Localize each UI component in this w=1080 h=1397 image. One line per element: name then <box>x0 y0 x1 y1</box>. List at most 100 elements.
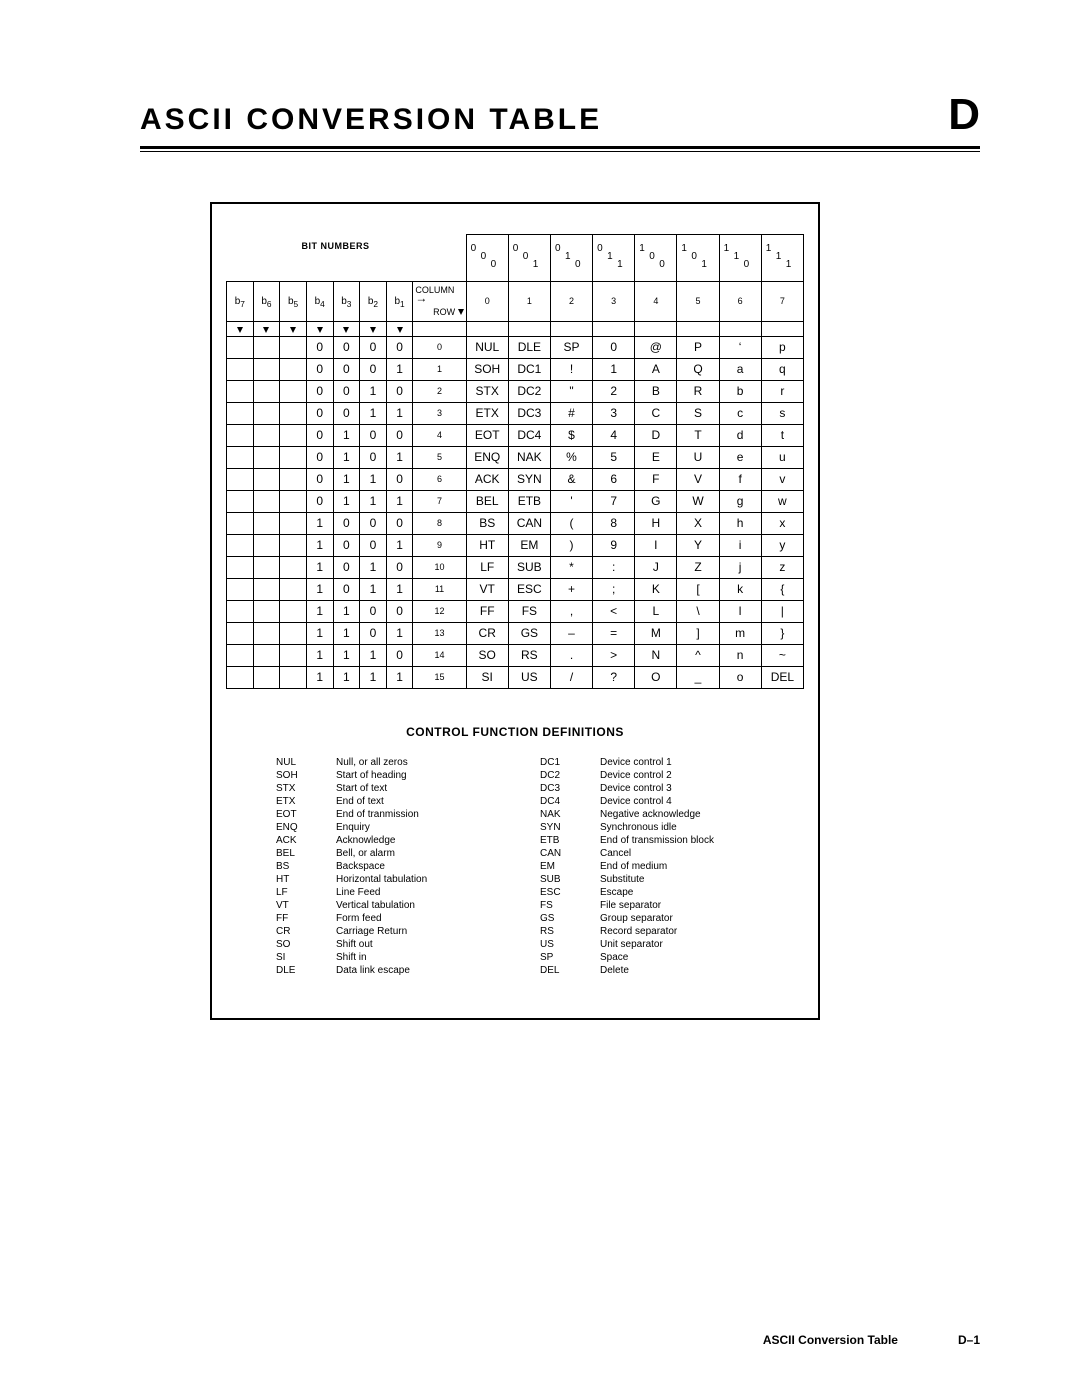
ascii-cell: P <box>677 336 719 358</box>
definition-abbr: SYN <box>540 822 600 833</box>
col-number: 2 <box>550 281 592 321</box>
definition-abbr: GS <box>540 913 600 924</box>
ascii-cell: _ <box>677 666 719 688</box>
ascii-cell: ETX <box>466 402 508 424</box>
row-bit: 0 <box>306 446 333 468</box>
ascii-cell: ? <box>593 666 635 688</box>
col-bits: 010 <box>550 235 592 282</box>
row-number: 10 <box>413 556 466 578</box>
definition-text: Unit separator <box>600 939 764 950</box>
ascii-cell: h <box>719 512 761 534</box>
ascii-table: BIT NUMBERS000001010011100101110111b7b6b… <box>226 234 804 689</box>
definition-row: STXStart of text <box>276 783 500 794</box>
definition-abbr: BS <box>276 861 336 872</box>
ascii-cell: DC1 <box>508 358 550 380</box>
definition-abbr: NAK <box>540 809 600 820</box>
row-number: 7 <box>413 490 466 512</box>
col-number: 0 <box>466 281 508 321</box>
definition-row: LFLine Feed <box>276 887 500 898</box>
row-bit: 0 <box>333 358 360 380</box>
col-bits: 111 <box>761 235 803 282</box>
ascii-cell: * <box>550 556 592 578</box>
row-bit: 1 <box>386 622 413 644</box>
row-bit: 0 <box>306 468 333 490</box>
ascii-cell: SOH <box>466 358 508 380</box>
definition-abbr: DLE <box>276 965 336 976</box>
row-bit: 0 <box>360 446 387 468</box>
ascii-cell: DLE <box>508 336 550 358</box>
row-number: 15 <box>413 666 466 688</box>
row-number: 6 <box>413 468 466 490</box>
row-bit: 1 <box>333 622 360 644</box>
ascii-cell: 1 <box>593 358 635 380</box>
ascii-cell: y <box>761 534 803 556</box>
ascii-cell: Z <box>677 556 719 578</box>
ascii-cell: [ <box>677 578 719 600</box>
row-bit: 1 <box>386 402 413 424</box>
bit-label: b2 <box>360 281 387 321</box>
definition-text: Device control 1 <box>600 757 764 768</box>
definition-abbr: BEL <box>276 848 336 859</box>
definition-text: Horizontal tabulation <box>336 874 500 885</box>
ascii-cell: , <box>550 600 592 622</box>
row-number: 2 <box>413 380 466 402</box>
row-number: 5 <box>413 446 466 468</box>
row-bit: 1 <box>306 622 333 644</box>
ascii-cell: @ <box>635 336 677 358</box>
ascii-cell: RS <box>508 644 550 666</box>
ascii-cell: O <box>635 666 677 688</box>
definition-abbr: SO <box>276 939 336 950</box>
definition-row: SOShift out <box>276 939 500 950</box>
ascii-cell: = <box>593 622 635 644</box>
definition-text: Delete <box>600 965 764 976</box>
footer-page: D–1 <box>958 1333 980 1347</box>
ascii-cell: 4 <box>593 424 635 446</box>
ascii-cell: CR <box>466 622 508 644</box>
definition-row: DC1Device control 1 <box>540 757 764 768</box>
definition-text: Carriage Return <box>336 926 500 937</box>
ascii-cell: NUL <box>466 336 508 358</box>
row-number: 3 <box>413 402 466 424</box>
definition-abbr: NUL <box>276 757 336 768</box>
col-bits: 001 <box>508 235 550 282</box>
definition-abbr: DEL <box>540 965 600 976</box>
definition-abbr: SUB <box>540 874 600 885</box>
ascii-cell: < <box>593 600 635 622</box>
ascii-cell: A <box>635 358 677 380</box>
ascii-cell: f <box>719 468 761 490</box>
ascii-cell: d <box>719 424 761 446</box>
ascii-cell: " <box>550 380 592 402</box>
ascii-cell: ^ <box>677 644 719 666</box>
row-bit: 0 <box>306 402 333 424</box>
definition-text: Vertical tabulation <box>336 900 500 911</box>
definition-text: Device control 4 <box>600 796 764 807</box>
definition-text: Shift in <box>336 952 500 963</box>
definition-abbr: US <box>540 939 600 950</box>
ascii-cell: q <box>761 358 803 380</box>
bit-label: b5 <box>280 281 307 321</box>
page-title: ASCII CONVERSION TABLE <box>140 103 602 137</box>
ascii-cell: ' <box>550 490 592 512</box>
ascii-cell: EM <box>508 534 550 556</box>
ascii-cell: 9 <box>593 534 635 556</box>
definition-row: CANCancel <box>540 848 764 859</box>
ascii-cell: DC4 <box>508 424 550 446</box>
row-bit: 0 <box>386 424 413 446</box>
definition-text: Device control 2 <box>600 770 764 781</box>
col-number: 4 <box>635 281 677 321</box>
ascii-cell: GS <box>508 622 550 644</box>
ascii-cell: g <box>719 490 761 512</box>
ascii-cell: G <box>635 490 677 512</box>
row-bit: 0 <box>306 358 333 380</box>
ascii-cell: o <box>719 666 761 688</box>
row-bit: 0 <box>386 512 413 534</box>
definition-text: Record separator <box>600 926 764 937</box>
row-number: 14 <box>413 644 466 666</box>
definition-abbr: SOH <box>276 770 336 781</box>
definition-row: BSBackspace <box>276 861 500 872</box>
ascii-cell: VT <box>466 578 508 600</box>
ascii-cell: 5 <box>593 446 635 468</box>
row-bit: 1 <box>333 666 360 688</box>
row-bit: 0 <box>306 424 333 446</box>
definition-text: Line Feed <box>336 887 500 898</box>
